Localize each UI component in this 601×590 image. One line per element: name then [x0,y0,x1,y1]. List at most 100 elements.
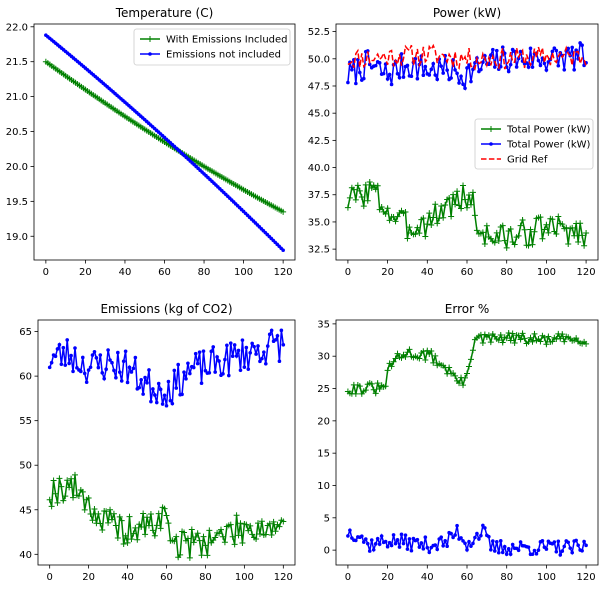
data-point [515,332,522,339]
data-point [180,392,184,397]
y-tick-label: 32.5 [308,245,330,256]
data-point [545,333,552,340]
data-point [154,400,159,405]
data-point [384,205,391,212]
data-point [254,352,258,356]
data-point [245,527,252,534]
data-point [246,367,251,371]
data-point [256,530,263,537]
data-point [420,348,427,355]
legend-label: Emissions not included [166,50,281,61]
y-tick-label: 35.0 [308,217,330,228]
data-point [94,356,99,360]
y-tick-label: 45 [19,505,32,516]
plot-title: Emissions (kg of CO2) [100,302,232,316]
data-point [566,540,571,545]
data-point [165,520,172,527]
data-point [554,48,559,53]
data-point [456,380,463,387]
data-point [445,544,449,548]
data-point [395,538,400,542]
data-point [431,61,436,66]
data-point [481,241,488,248]
data-point [236,348,241,353]
data-point [75,492,82,499]
data-point [56,475,63,482]
data-point [377,542,382,546]
data-point [455,71,459,76]
data-point [496,550,501,555]
data-point [250,341,254,346]
data-point [442,201,449,208]
y-tick-label: 20 [317,416,330,427]
data-point [530,65,535,69]
data-point [489,547,493,552]
data-point [576,543,580,548]
data-point [402,353,409,360]
data-point [389,82,394,87]
y-tick-label: 55 [19,416,32,427]
data-point [199,381,204,385]
data-point [63,363,68,367]
data-point [81,506,88,513]
data-point [515,232,522,239]
legend: Total Power (kW) Total Power (kW) Grid Ref [474,118,594,170]
data-point [149,399,153,404]
data-point [489,53,493,57]
data-point [446,364,453,371]
data-point [467,539,471,544]
data-point [460,182,467,189]
data-point [59,362,64,367]
data-point [566,46,571,51]
data-point [196,537,203,544]
data-point [385,77,390,81]
data-point [397,545,402,549]
x-tick-label: 120 [577,572,596,583]
data-point [99,526,106,533]
data-point [549,338,556,345]
data-point [54,499,61,506]
plot-area [344,329,590,558]
data-point [440,214,447,221]
data-point [71,471,78,478]
y-tick-label: 30 [317,352,330,363]
data-point [580,548,584,553]
y-tick-label: 40.0 [308,163,330,174]
y-tick-label: 52.5 [308,27,330,38]
data-point [47,365,52,370]
data-point [89,517,96,524]
data-point [137,385,142,390]
data-point [82,371,87,376]
data-point [240,338,245,342]
data-point [553,231,560,238]
series-line-green [347,181,587,249]
data-point [432,352,439,359]
data-point [84,380,89,385]
data-point [166,379,171,384]
data-point [201,349,206,353]
data-point [346,534,350,538]
data-point [438,203,445,210]
data-point [572,68,576,72]
data-point [556,63,561,68]
series-line-blue [347,41,587,92]
data-point [455,523,459,528]
legend: With Emissions Included Emissions not inc… [133,28,291,66]
data-point [446,194,453,201]
data-point [383,539,388,544]
data-point [162,393,167,398]
data-point [88,365,93,370]
data-point [556,539,561,544]
data-point [399,532,404,537]
y-tick-label: 37.5 [308,190,330,201]
x-tick-label: 20 [381,572,394,583]
x-tick-label: 120 [577,267,596,278]
data-point [356,383,363,390]
data-point [405,63,410,68]
data-point [184,535,191,542]
data-point [525,242,532,249]
data-point [412,231,419,238]
data-point [171,538,178,545]
y-tick-label: 19.0 [6,232,28,243]
data-point [117,370,122,374]
